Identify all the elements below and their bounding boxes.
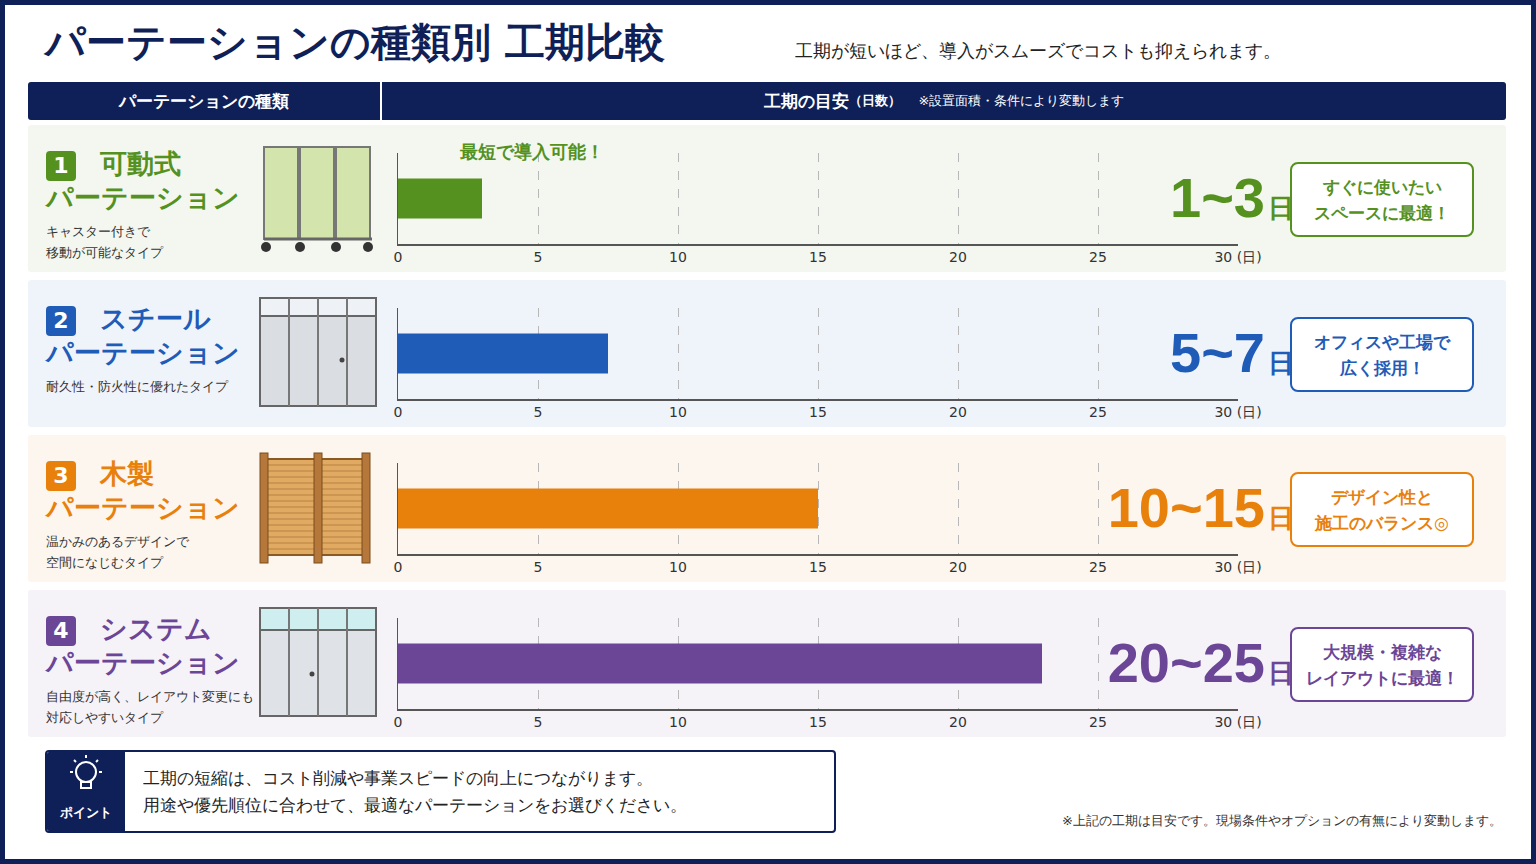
svg-text:10: 10 [669, 404, 687, 420]
html-text:パーテーション: パーテーション [46, 182, 240, 213]
html-text:スペースに最適！: スペースに最適！ [1314, 202, 1450, 223]
html-text:4: 4 [53, 618, 69, 643]
html-text:1: 1 [53, 153, 69, 178]
svg-text:30 (日): 30 (日) [1214, 404, 1261, 420]
svg-text:5: 5 [534, 714, 543, 730]
svg-text:5: 5 [534, 559, 543, 575]
html-text:すぐに使いたい: すぐに使いたい [1322, 176, 1442, 197]
svg-text:10: 10 [669, 249, 687, 265]
html-text:工期が短いほど、導入がスムーズでコストも抑えられます。: 工期が短いほど、導入がスムーズでコストも抑えられます。 [795, 40, 1281, 61]
html-text:用途や優先順位に合わせて、最適なパーテーションをお選びくださ: 用途や優先順位に合わせて、最適なパーテーションをお選びください。 [143, 795, 687, 815]
svg-text:10: 10 [669, 714, 687, 730]
svg-text:25: 25 [1089, 559, 1107, 575]
html-text:日: 日 [1268, 503, 1294, 533]
svg-text:20: 20 [949, 559, 967, 575]
html-text:1~3: 1~3 [1170, 166, 1265, 229]
html-text:日: 日 [1268, 193, 1294, 223]
svg-text:30 (日): 30 (日) [1214, 714, 1261, 730]
html-text:大規模・複雑な: 大規模・複雑な [1322, 641, 1442, 662]
html-text:パーテーションの種類: パーテーションの種類 [119, 91, 289, 111]
html-text:10~15: 10~15 [1107, 476, 1265, 539]
svg-text:20: 20 [949, 714, 967, 730]
html-text:広く採用！: 広く採用！ [1339, 357, 1425, 378]
svg-text:15: 15 [809, 249, 827, 265]
html-text:デザイン性と: デザイン性と [1331, 486, 1433, 507]
svg-text:0: 0 [394, 404, 403, 420]
svg-text:10: 10 [669, 559, 687, 575]
svg-text:25: 25 [1089, 714, 1107, 730]
html-text:キャスター付きで: キャスター付きで [46, 224, 150, 239]
svg-text:15: 15 [809, 404, 827, 420]
svg-text:20: 20 [949, 249, 967, 265]
html-text:オフィスや工場で: オフィスや工場で [1314, 331, 1450, 352]
svg-text:0: 0 [394, 559, 403, 575]
svg-text:5: 5 [534, 249, 543, 265]
svg-text:20: 20 [949, 404, 967, 420]
html-text:ポイント: ポイント [60, 805, 112, 820]
html-text:木製: 木製 [100, 458, 154, 489]
html-text:レイアウトに最適！: レイアウトに最適！ [1305, 667, 1459, 688]
html-text:工期の目安（日数）: 工期の目安（日数） [763, 90, 901, 111]
html-text:工期の短縮は、コスト削減や事業スピードの向上につながります。: 工期の短縮は、コスト削減や事業スピードの向上につながります。 [143, 768, 653, 788]
svg-text:30 (日): 30 (日) [1214, 559, 1261, 575]
html-text:日: 日 [1268, 658, 1294, 688]
svg-text:0: 0 [394, 714, 403, 730]
html-text:日: 日 [1268, 348, 1294, 378]
svg-text:25: 25 [1089, 249, 1107, 265]
html-text:対応しやすいタイプ: 対応しやすいタイプ [46, 710, 163, 725]
html-text:2: 2 [53, 308, 69, 333]
svg-text:5: 5 [534, 404, 543, 420]
html-text:自由度が高く、レイアウト変更にも: 自由度が高く、レイアウト変更にも [46, 689, 254, 704]
html-text:パーテーション: パーテーション [46, 647, 240, 678]
html-text:※設置面積・条件により変動します: ※設置面積・条件により変動します [918, 93, 1125, 108]
svg-text:25: 25 [1089, 404, 1107, 420]
svg-text:最短で導入可能！: 最短で導入可能！ [459, 141, 604, 162]
svg-text:15: 15 [809, 559, 827, 575]
html-text:システム: システム [100, 613, 212, 644]
html-text:施工のバランス◎: 施工のバランス◎ [1315, 512, 1449, 533]
html-text:スチール: スチール [100, 303, 211, 334]
svg-text:0: 0 [394, 249, 403, 265]
html-text:移動が可能なタイプ: 移動が可能なタイプ [46, 245, 163, 260]
html-text:パーテーションの種類別 工期比較: パーテーションの種類別 工期比較 [45, 19, 665, 65]
html-text:耐久性・防火性に優れたタイプ: 耐久性・防火性に優れたタイプ [46, 379, 228, 394]
html-text:パーテーション: パーテーション [46, 337, 240, 368]
html-text:3: 3 [53, 463, 69, 488]
svg-text:15: 15 [809, 714, 827, 730]
html-text:可動式: 可動式 [100, 148, 181, 179]
html-text:パーテーション: パーテーション [46, 492, 240, 523]
html-text:温かみのあるデザインで: 温かみのあるデザインで [46, 534, 189, 549]
html-text:5~7: 5~7 [1170, 321, 1265, 384]
html-text:※上記の工期は目安です。現場条件やオプションの有無により変動: ※上記の工期は目安です。現場条件やオプションの有無により変動します。 [1062, 813, 1502, 828]
svg-text:30 (日): 30 (日) [1214, 249, 1261, 265]
html-text:20~25: 20~25 [1107, 631, 1265, 694]
html-text:空間になじむタイプ: 空間になじむタイプ [46, 555, 163, 570]
